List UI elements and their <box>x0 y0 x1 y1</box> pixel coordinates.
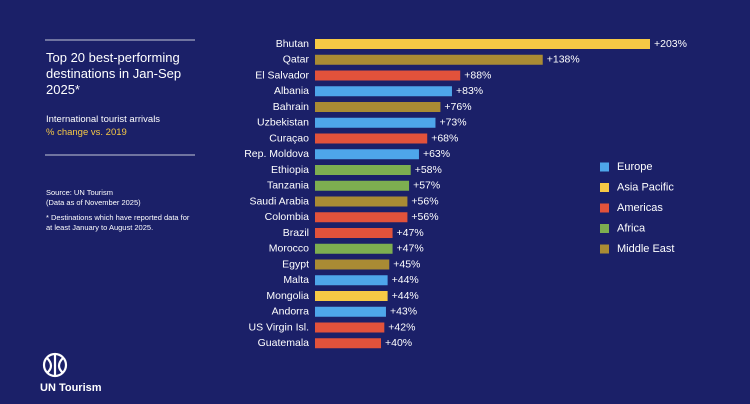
bar <box>315 228 393 238</box>
chart-title: Top 20 best-performing destinations in J… <box>46 50 182 97</box>
value-label: +76% <box>444 101 471 113</box>
bar <box>315 243 393 254</box>
bar <box>315 39 650 49</box>
y-tick-label: Brazil <box>283 227 309 239</box>
logo-text: UN Tourism <box>40 382 102 394</box>
bar <box>315 54 543 65</box>
value-label: +56% <box>411 211 438 223</box>
value-label: +44% <box>392 274 419 286</box>
legend-label: Middle East <box>617 243 674 255</box>
legend-swatch <box>600 203 609 213</box>
legend-swatch <box>600 224 609 233</box>
y-tick-label: Malta <box>283 274 309 286</box>
value-label: +45% <box>393 258 420 270</box>
value-label: +40% <box>385 337 412 349</box>
value-label: +73% <box>439 117 466 129</box>
legend-swatch <box>600 244 609 254</box>
legend-label: Europe <box>617 161 652 173</box>
bar <box>315 102 441 112</box>
bar <box>315 338 382 349</box>
value-label: +138% <box>547 54 580 66</box>
bar <box>315 259 390 270</box>
subtitle: International tourist arrivals <box>46 114 161 125</box>
source: Source: UN Tourism <box>46 188 113 197</box>
y-tick-label: Uzbekistan <box>257 117 309 129</box>
value-label: +47% <box>397 227 424 239</box>
value-label: +47% <box>397 243 424 255</box>
y-tick-label: Egypt <box>282 258 309 270</box>
bar <box>315 275 388 286</box>
value-label: +57% <box>413 180 440 192</box>
value-label: +68% <box>431 132 458 144</box>
bar <box>315 212 408 223</box>
y-tick-label: Tanzania <box>267 180 309 192</box>
value-label: +56% <box>411 195 438 207</box>
bar <box>315 133 428 144</box>
value-label: +58% <box>415 164 442 176</box>
value-label: +83% <box>456 85 483 97</box>
value-label: +203% <box>654 38 687 50</box>
y-tick-label: Qatar <box>283 54 310 66</box>
bar <box>315 70 461 81</box>
bar <box>315 322 385 333</box>
legend-label: Asia Pacific <box>617 181 674 193</box>
bar <box>315 180 410 191</box>
bar <box>315 165 411 175</box>
bar <box>315 117 436 128</box>
y-tick-label: Bhutan <box>276 38 309 50</box>
value-label: +63% <box>423 148 450 160</box>
y-tick-label: Colombia <box>265 211 310 223</box>
legend-swatch <box>600 162 609 172</box>
y-tick-label: US Virgin Isl. <box>249 321 310 333</box>
y-tick-label: Curaçao <box>269 132 309 144</box>
bar <box>315 306 386 317</box>
value-label: +44% <box>392 290 419 302</box>
y-tick-label: Ethiopia <box>271 164 309 176</box>
bar <box>315 149 419 160</box>
y-tick-label: Albania <box>274 85 309 97</box>
footnote: * Destinations which have reported data … <box>46 213 190 232</box>
y-tick-label: El Salvador <box>255 69 309 81</box>
source-date: (Data as of November 2025) <box>46 198 141 207</box>
value-label: +88% <box>464 69 491 81</box>
legend-swatch <box>600 183 609 192</box>
logo-icon <box>42 352 68 378</box>
y-tick-label: Saudi Arabia <box>249 195 309 207</box>
y-tick-label: Mongolia <box>266 290 309 302</box>
bar <box>315 291 388 301</box>
y-tick-label: Rep. Moldova <box>244 148 309 160</box>
legend-label: Africa <box>617 222 646 234</box>
y-tick-label: Guatemala <box>258 337 310 349</box>
y-tick-label: Bahrain <box>273 101 309 113</box>
bar <box>315 86 452 97</box>
bar <box>315 196 408 207</box>
subtitle-note: % change vs. 2019 <box>46 127 127 138</box>
value-label: +42% <box>388 321 415 333</box>
value-label: +43% <box>390 306 417 318</box>
y-tick-label: Morocco <box>269 243 309 255</box>
y-tick-label: Andorra <box>272 306 310 318</box>
legend-label: Americas <box>617 202 663 214</box>
